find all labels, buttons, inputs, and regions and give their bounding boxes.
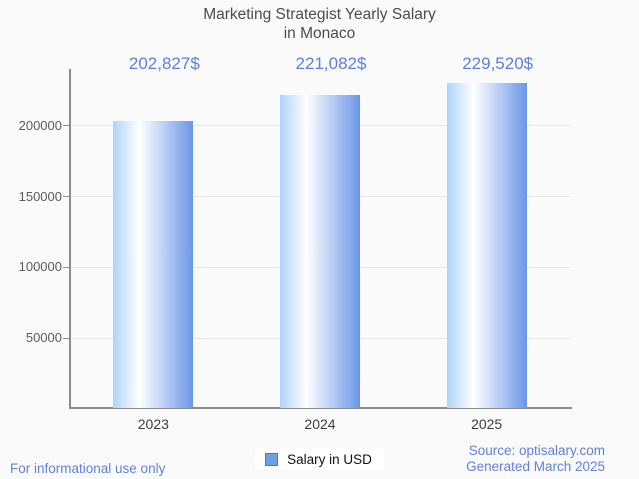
chart-title-line1: Marketing Strategist Yearly Salary [203, 6, 436, 23]
disclaimer-text: For informational use only [10, 461, 166, 476]
source-text: Source: optisalary.com [468, 443, 605, 458]
legend-label: Salary in USD [287, 452, 372, 467]
salary-bar-2025 [446, 83, 527, 408]
x-axis-line [69, 407, 572, 409]
y-tick-150000 [63, 196, 69, 197]
source-info: Source: optisalary.com Generated March 2… [466, 443, 605, 475]
value-label-2024: 221,082$ [295, 54, 367, 73]
salary-bar-2024 [280, 95, 360, 408]
generated-text: Generated March 2025 [466, 459, 605, 474]
y-tick-label-100000: 100000 [18, 259, 62, 275]
y-tick-label-200000: 200000 [18, 117, 62, 133]
x-tick-label-2023: 2023 [137, 416, 169, 432]
legend: Salary in USD [0, 449, 639, 470]
x-tick-label-2025: 2025 [471, 416, 503, 432]
value-label-2023: 202,827$ [128, 54, 200, 73]
legend-swatch-icon [265, 453, 279, 466]
salary-bar-2023 [113, 121, 194, 408]
y-tick-label-50000: 50000 [25, 330, 62, 346]
y-tick-label-150000: 150000 [18, 188, 62, 204]
value-label-2025: 229,520$ [462, 54, 534, 73]
y-axis-line [69, 69, 71, 409]
y-tick-100000 [63, 266, 69, 268]
chart-title: Marketing Strategist Yearly Salary in Mo… [0, 5, 639, 44]
y-tick-50000 [63, 337, 69, 339]
y-tick-200000 [63, 125, 69, 127]
chart-title-line2: in Monaco [283, 25, 356, 43]
x-tick-label-2024: 2024 [304, 416, 336, 432]
